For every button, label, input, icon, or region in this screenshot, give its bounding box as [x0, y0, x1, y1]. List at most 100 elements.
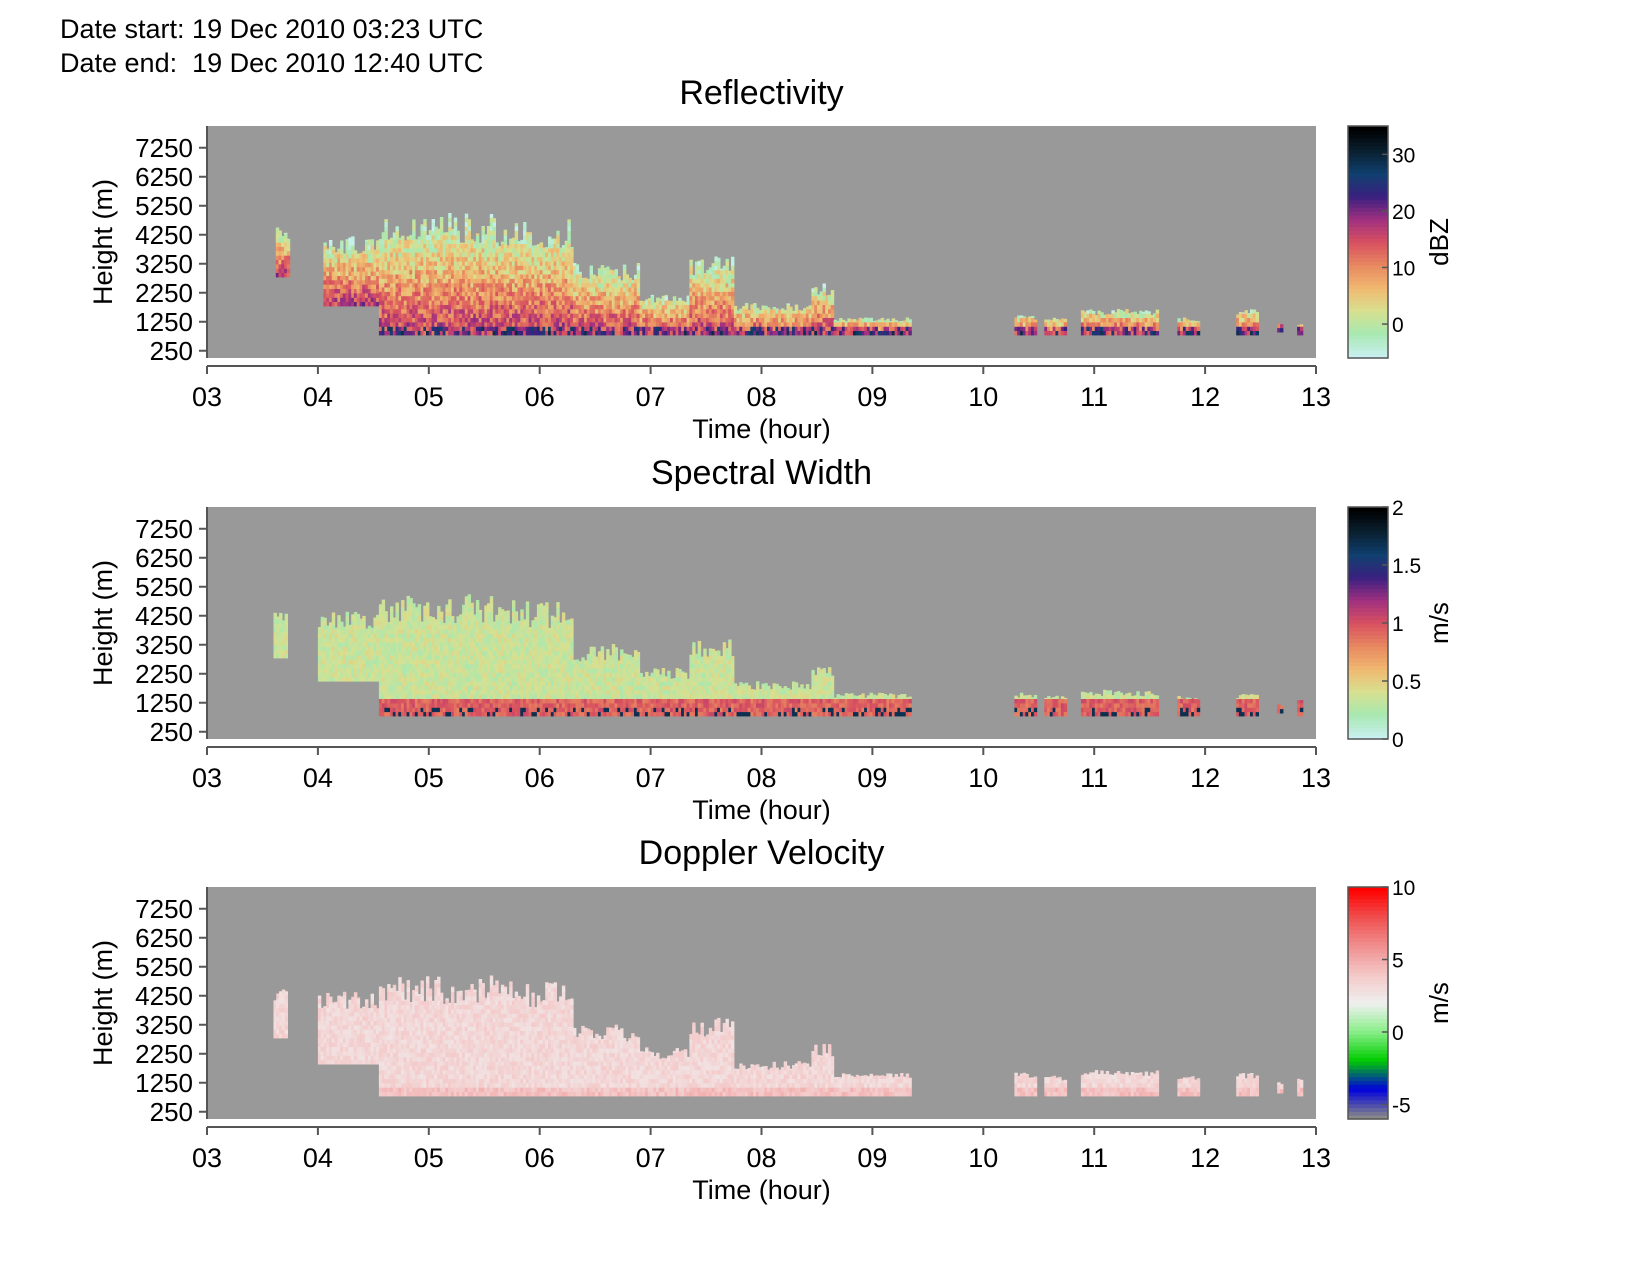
echo-cell — [473, 624, 477, 630]
echo-cell — [725, 282, 729, 288]
echo-cell — [586, 282, 591, 288]
echo-cell — [437, 269, 441, 275]
echo-cell — [778, 317, 782, 323]
echo-cell — [514, 286, 519, 292]
echo-cell — [348, 266, 352, 272]
echo-cell — [484, 308, 488, 314]
echo-cell — [353, 676, 358, 682]
echo-cell — [453, 226, 458, 231]
echo-cell — [717, 278, 721, 284]
colorbar-segment — [1348, 156, 1388, 162]
echo-cell — [367, 668, 372, 673]
echo-cell — [409, 676, 413, 682]
echo-cell — [378, 620, 383, 626]
echo-cell — [365, 628, 369, 634]
echo-cell — [390, 252, 394, 258]
echo-cell — [279, 614, 283, 620]
echo-cell — [503, 291, 508, 297]
echo-cell — [556, 260, 560, 266]
echo-cell — [439, 243, 444, 249]
echo-cell — [406, 694, 410, 699]
echo-cell — [367, 244, 372, 250]
echo-cell — [406, 624, 410, 630]
echo-cell — [498, 269, 502, 275]
echo-cell — [384, 221, 388, 227]
echo-cell — [434, 256, 438, 262]
echo-cell — [475, 702, 480, 708]
echo-cell — [365, 668, 369, 673]
colorbar-segment — [1348, 195, 1388, 201]
echo-cell — [703, 304, 707, 310]
echo-cell — [1060, 321, 1065, 327]
echo-cell — [514, 226, 519, 231]
echo-cell — [561, 291, 566, 297]
echo-cell — [373, 668, 377, 673]
echo-cell — [334, 628, 338, 634]
echo-cell — [797, 321, 801, 327]
colorbar-segment — [1348, 346, 1388, 351]
echo-cell — [1150, 330, 1154, 336]
echo-cell — [567, 243, 571, 249]
echo-cell — [462, 295, 466, 301]
echo-cell — [736, 321, 740, 327]
echo-cell — [387, 663, 391, 669]
echo-cell — [451, 641, 455, 647]
echo-cell — [614, 282, 618, 288]
echo-cell — [506, 326, 510, 331]
echo-cell — [439, 278, 444, 284]
echo-cell — [423, 605, 427, 608]
echo-cell — [434, 711, 438, 717]
echo-cell — [406, 273, 410, 279]
echo-cell — [337, 637, 341, 643]
echo-cell — [431, 300, 435, 305]
echo-cell — [1141, 321, 1146, 327]
echo-cell — [531, 256, 535, 262]
echo-cell — [423, 650, 427, 656]
echo-cell — [412, 603, 416, 608]
echo-cell — [658, 321, 663, 327]
echo-cell — [329, 628, 333, 634]
echo-cell — [1094, 321, 1099, 327]
echo-cell — [1139, 317, 1143, 323]
echo-cell — [625, 304, 629, 310]
echo-cell — [528, 326, 532, 331]
echo-cell — [1188, 321, 1192, 327]
echo-cell — [481, 234, 485, 240]
echo-cell — [1097, 326, 1101, 331]
echo-cell — [473, 654, 477, 660]
echo-cell — [445, 295, 449, 301]
echo-cell — [550, 321, 555, 327]
echo-cell — [622, 304, 627, 310]
echo-cell — [475, 672, 480, 678]
echo-cell — [792, 310, 796, 314]
echo-cell — [512, 321, 516, 327]
echo-cell — [437, 330, 441, 336]
echo-cell — [597, 268, 602, 271]
echo-cell — [675, 300, 679, 305]
echo-cell — [800, 321, 804, 327]
echo-cell — [420, 260, 424, 266]
echo-cell — [1147, 317, 1151, 323]
echo-cell — [586, 321, 591, 327]
echo-cell — [503, 269, 508, 275]
echo-cell — [345, 292, 349, 298]
echo-cell — [506, 282, 510, 288]
echo-cell — [548, 313, 552, 318]
echo-cell — [548, 291, 552, 297]
echo-cell — [1019, 330, 1024, 336]
echo-cell — [622, 300, 627, 305]
echo-cell — [498, 295, 502, 301]
echo-cell — [764, 313, 768, 318]
echo-cell — [708, 330, 713, 336]
echo-cell — [742, 308, 746, 314]
echo-cell — [559, 317, 563, 323]
echo-cell — [414, 698, 419, 704]
echo-cell — [431, 273, 435, 279]
echo-cell — [481, 313, 485, 318]
echo-cell — [542, 291, 546, 297]
echo-cell — [534, 313, 538, 318]
echo-cell — [373, 249, 377, 255]
echo-cell — [381, 313, 386, 318]
echo-cell — [409, 304, 413, 310]
echo-cell — [719, 300, 724, 305]
